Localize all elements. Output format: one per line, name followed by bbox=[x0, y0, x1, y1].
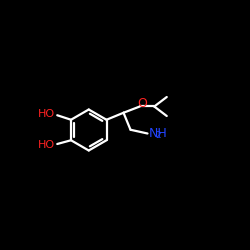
Text: HO: HO bbox=[38, 140, 55, 150]
Text: O: O bbox=[137, 98, 147, 110]
Text: 2: 2 bbox=[156, 132, 162, 140]
Text: NH: NH bbox=[148, 127, 167, 140]
Text: HO: HO bbox=[38, 109, 55, 119]
